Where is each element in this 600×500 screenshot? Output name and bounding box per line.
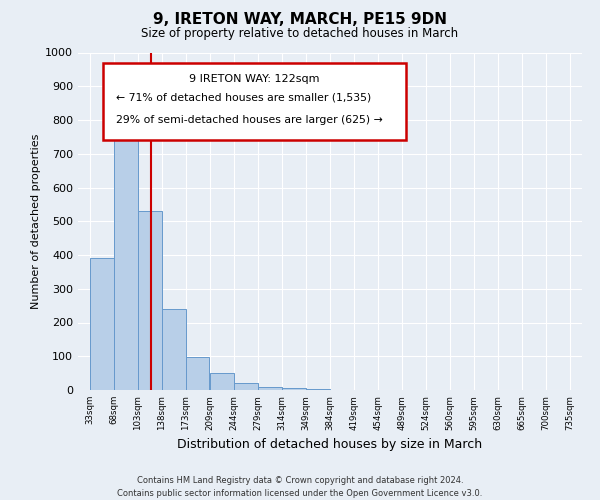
- Bar: [90, 258, 114, 390]
- Bar: [186, 358, 209, 390]
- Text: 9 IRETON WAY: 122sqm: 9 IRETON WAY: 122sqm: [189, 74, 320, 85]
- Bar: [259, 386, 282, 390]
- Bar: [138, 211, 161, 390]
- Bar: [211, 373, 234, 390]
- Bar: [162, 309, 185, 390]
- Text: Size of property relative to detached houses in March: Size of property relative to detached ho…: [142, 28, 458, 40]
- X-axis label: Distribution of detached houses by size in March: Distribution of detached houses by size …: [178, 438, 482, 451]
- Bar: [114, 110, 137, 390]
- Text: Contains HM Land Registry data © Crown copyright and database right 2024.
Contai: Contains HM Land Registry data © Crown c…: [118, 476, 482, 498]
- Text: 9, IRETON WAY, MARCH, PE15 9DN: 9, IRETON WAY, MARCH, PE15 9DN: [153, 12, 447, 28]
- Bar: [235, 382, 258, 390]
- Text: 29% of semi-detached houses are larger (625) →: 29% of semi-detached houses are larger (…: [116, 115, 383, 125]
- Bar: [283, 388, 306, 390]
- Text: ← 71% of detached houses are smaller (1,535): ← 71% of detached houses are smaller (1,…: [116, 93, 371, 103]
- FancyBboxPatch shape: [103, 62, 406, 140]
- Y-axis label: Number of detached properties: Number of detached properties: [31, 134, 41, 309]
